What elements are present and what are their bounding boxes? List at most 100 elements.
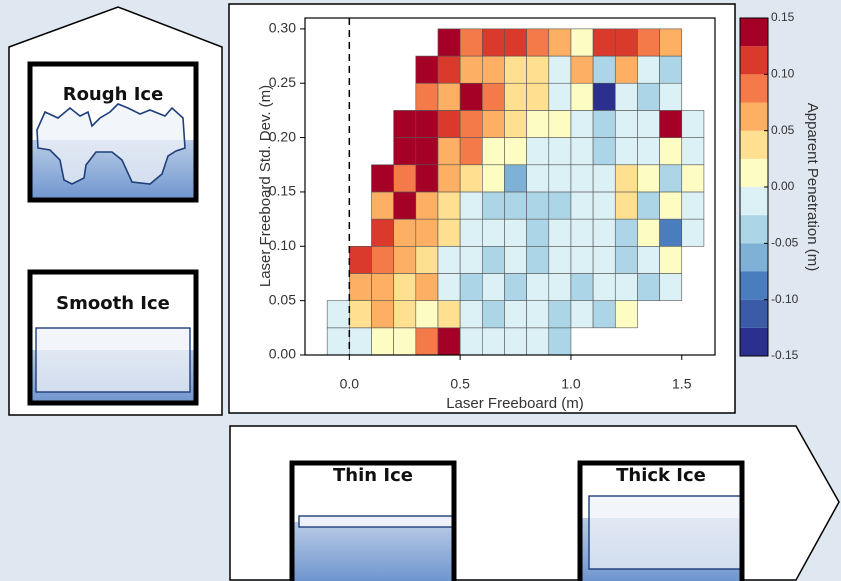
heatmap-cell (504, 56, 526, 83)
smooth-ice-box: Smooth Ice (30, 272, 196, 403)
heatmap-cell (615, 273, 637, 300)
heatmap-cell (571, 165, 593, 192)
heatmap-cell (615, 246, 637, 273)
heatmap-cell (549, 165, 571, 192)
heatmap-cell (549, 301, 571, 328)
rough-ice-box: Rough Ice (30, 64, 196, 200)
heatmap-cell (682, 165, 704, 192)
heatmap-cell (637, 29, 659, 56)
heatmap-cell (504, 29, 526, 56)
heatmap-cell (416, 328, 438, 355)
colorbar-tick-label: -0.05 (771, 236, 799, 250)
heatmap-cell (615, 219, 637, 246)
heatmap-cell (482, 29, 504, 56)
heatmap-cell (371, 273, 393, 300)
heatmap-cell (482, 192, 504, 219)
heatmap-cell (504, 219, 526, 246)
heatmap-cell (504, 246, 526, 273)
heatmap-cell (527, 138, 549, 165)
heatmap-cell (637, 192, 659, 219)
heatmap-cell (349, 246, 371, 273)
heatmap-cell (549, 83, 571, 110)
heatmap-cell (593, 219, 615, 246)
heatmap-cell (416, 83, 438, 110)
heatmap-cell (593, 110, 615, 137)
heatmap-cell (482, 301, 504, 328)
heatmap-cell (504, 192, 526, 219)
heatmap-cell (571, 83, 593, 110)
colorbar-band (740, 328, 768, 356)
heatmap-cell (482, 165, 504, 192)
colorbar-band (740, 159, 768, 187)
heatmap-cell (637, 110, 659, 137)
colorbar-band (740, 74, 768, 102)
heatmap-cell (593, 165, 615, 192)
heatmap-cell (327, 328, 349, 355)
heatmap-cell (660, 83, 682, 110)
colorbar-band (740, 272, 768, 300)
heatmap-cell (416, 246, 438, 273)
colorbar-tick-label: -0.15 (771, 348, 799, 362)
heatmap-cell (416, 301, 438, 328)
heatmap-cell (615, 165, 637, 192)
heatmap-cell (571, 273, 593, 300)
heatmap-cell (593, 301, 615, 328)
heatmap-cell (549, 56, 571, 83)
heatmap-cell (549, 192, 571, 219)
heatmap-cell (394, 165, 416, 192)
thick-ice-slab (589, 496, 742, 569)
heatmap-cell (371, 192, 393, 219)
heatmap-cell (416, 219, 438, 246)
heatmap-cell (593, 29, 615, 56)
heatmap-cell (394, 328, 416, 355)
heatmap-cell (660, 29, 682, 56)
heatmap-cell (571, 219, 593, 246)
heatmap-cell (615, 110, 637, 137)
heatmap-cell (371, 165, 393, 192)
heatmap-cell (504, 138, 526, 165)
heatmap-cell (571, 56, 593, 83)
y-axis-label: Laser Freeboard Std. Dev. (m) (257, 85, 274, 287)
heatmap-cell (482, 138, 504, 165)
colorbar-band (740, 187, 768, 215)
heatmap-cell (682, 138, 704, 165)
heatmap-cell (504, 301, 526, 328)
heatmap-cell (438, 328, 460, 355)
heatmap-cell (482, 56, 504, 83)
heatmap-cell (460, 219, 482, 246)
heatmap-cell (615, 29, 637, 56)
box-label: Thick Ice (616, 465, 706, 486)
heatmap-cell (549, 219, 571, 246)
heatmap-cell (416, 110, 438, 137)
colorbar-label: Apparent Penetration (m) (804, 103, 821, 271)
y-tick-label: 0.30 (269, 20, 296, 36)
heatmap-cell (527, 219, 549, 246)
heatmap-cell (460, 246, 482, 273)
x-tick-label: 0.5 (450, 376, 470, 392)
heatmap-cell (371, 328, 393, 355)
heatmap-cell (527, 110, 549, 137)
heatmap-cell (438, 83, 460, 110)
heatmap-cell (637, 83, 659, 110)
heatmap-cell (549, 246, 571, 273)
heatmap-cell (482, 110, 504, 137)
heatmap-cell (682, 219, 704, 246)
heatmap-cell (482, 83, 504, 110)
heatmap-cell (660, 219, 682, 246)
box-label: Thin Ice (333, 465, 413, 486)
heatmap-cell (615, 83, 637, 110)
heatmap-cell (460, 56, 482, 83)
heatmap-cell (571, 138, 593, 165)
heatmap-cell (394, 219, 416, 246)
colorbar-band (740, 243, 768, 271)
heatmap-cell (571, 29, 593, 56)
heatmap-cell (438, 246, 460, 273)
heatmap-cell (438, 273, 460, 300)
heatmap-cell (593, 138, 615, 165)
heatmap-cell (327, 301, 349, 328)
heatmap-cell (460, 273, 482, 300)
heatmap-cell (482, 219, 504, 246)
heatmap-cell (460, 165, 482, 192)
page: Rough Ice Smooth Ice Thin Ice Thick Ice … (0, 0, 841, 581)
colorbar-tick-label: -0.10 (771, 292, 799, 306)
